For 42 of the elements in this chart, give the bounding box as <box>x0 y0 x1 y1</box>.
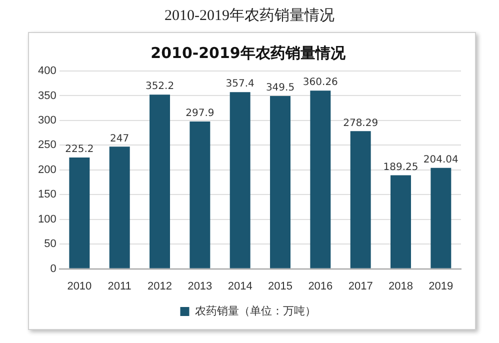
bar <box>310 90 331 268</box>
y-tick-label: 300 <box>38 114 56 126</box>
chart-title: 2010-2019年农药销量情况 <box>150 44 346 62</box>
data-label: 360.26 <box>302 77 338 88</box>
bar <box>190 121 210 268</box>
text: 2010-2019年农药销量情况 <box>164 6 336 25</box>
data-label: 297.9 <box>186 108 214 120</box>
x-tick-label: 2012 <box>148 280 172 292</box>
bar <box>69 157 90 268</box>
x-tick-label: 2017 <box>348 280 373 292</box>
bar <box>430 168 452 268</box>
bar <box>150 94 170 268</box>
x-tick-label: 2015 <box>268 280 292 292</box>
bar <box>230 92 250 268</box>
data-label: 247 <box>110 133 130 144</box>
data-label: 357.4 <box>226 78 254 90</box>
x-tick-label: 2016 <box>308 280 333 292</box>
x-tick-label: 2019 <box>428 280 454 292</box>
x-tick-label: 2014 <box>228 280 252 292</box>
data-label: 225.2 <box>65 144 94 156</box>
data-label: 204.04 <box>423 154 458 166</box>
y-tick-label: 200 <box>38 164 56 176</box>
y-tick-label: 50 <box>44 238 56 250</box>
data-label: 189.25 <box>383 162 418 173</box>
data-label: 349.5 <box>266 82 295 94</box>
y-tick-label: 400 <box>38 65 56 78</box>
x-tick-label: 2018 <box>388 280 413 292</box>
legend-label: 农药销量（单位：万吨） <box>194 304 316 318</box>
data-label: 278.29 <box>343 118 378 129</box>
y-tick-label: 150 <box>38 188 56 201</box>
bar <box>109 146 130 268</box>
y-tick-label: 100 <box>38 213 56 226</box>
data-label: 352.2 <box>145 81 174 92</box>
y-tick-label: 0 <box>50 262 56 275</box>
bar <box>270 96 290 268</box>
x-tick-label: 2011 <box>108 280 132 292</box>
x-tick-label: 2013 <box>188 280 212 292</box>
bar <box>390 175 411 268</box>
bar <box>350 131 371 268</box>
y-tick-label: 350 <box>38 90 56 102</box>
x-tick-label: 2010 <box>67 280 92 292</box>
y-tick-label: 250 <box>38 139 56 152</box>
